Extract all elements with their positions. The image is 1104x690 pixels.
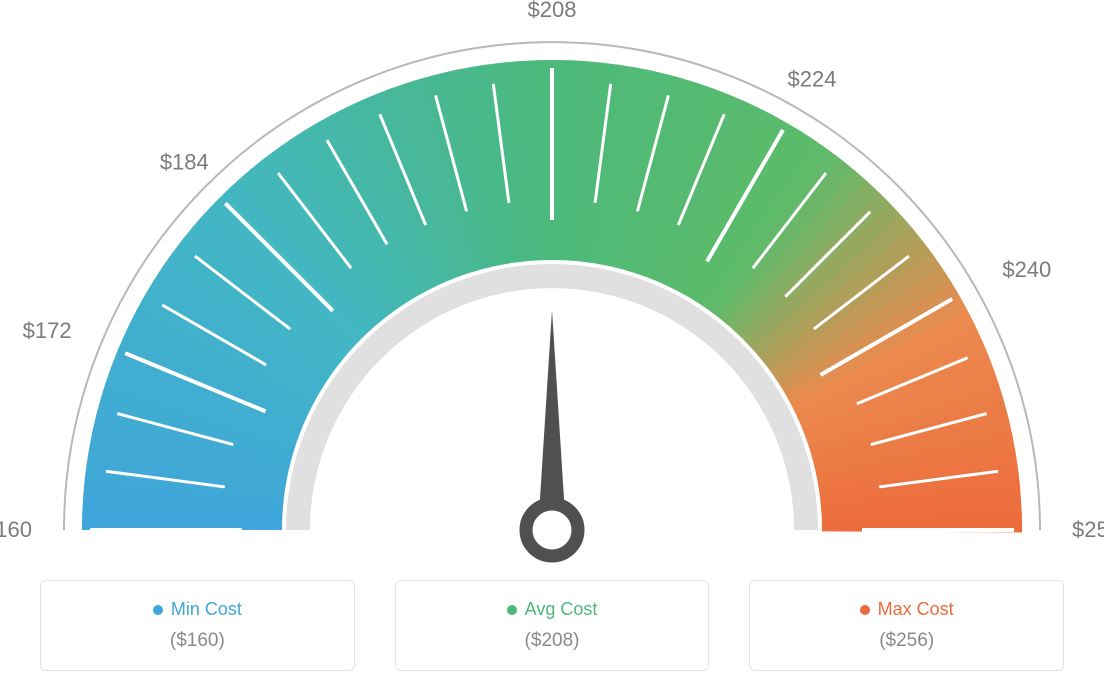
legend-min-label: Min Cost [171,599,242,620]
legend-avg-value: ($208) [406,630,699,652]
gauge-tick-label: $184 [160,149,209,174]
gauge-svg: $160 $172 $184 $208 $224 $240 $256 [0,0,1104,570]
legend-avg-label-row: Avg Cost [406,599,699,620]
gauge-tick-label: $172 [23,318,72,343]
legend-max-dot [860,605,870,615]
gauge-needle [538,310,566,530]
legend-min: Min Cost ($160) [40,580,355,671]
gauge-tick-label: $240 [1002,257,1051,282]
legend-min-dot [153,605,163,615]
legend-max: Max Cost ($256) [749,580,1064,671]
legend-row: Min Cost ($160) Avg Cost ($208) Max Cost… [0,580,1104,671]
gauge-tick-label: $160 [0,517,32,542]
gauge-tick-label: $224 [788,67,837,92]
gauge-needle-hub [526,504,578,556]
legend-max-label-row: Max Cost [760,599,1053,620]
legend-min-value: ($160) [51,630,344,652]
legend-max-value: ($256) [760,630,1053,652]
gauge-tick-label: $256 [1072,517,1104,542]
legend-avg-label: Avg Cost [525,599,598,620]
legend-min-label-row: Min Cost [51,599,344,620]
legend-max-label: Max Cost [878,599,954,620]
legend-avg: Avg Cost ($208) [395,580,710,671]
legend-avg-dot [507,605,517,615]
gauge-tick-label: $208 [528,0,577,22]
gauge-chart: $160 $172 $184 $208 $224 $240 $256 [0,0,1104,570]
